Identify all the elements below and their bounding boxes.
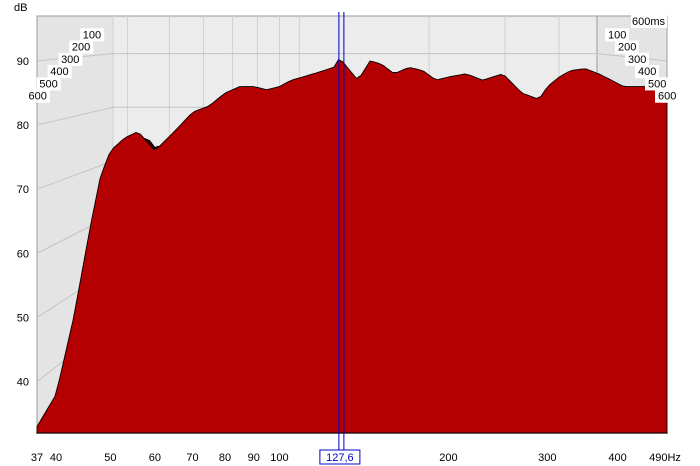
waterfall-slices	[36, 59, 668, 434]
time-label-bg-right	[615, 40, 639, 54]
time-label-bg-right	[635, 65, 659, 79]
y-axis-unit: dB	[14, 2, 27, 14]
time-label-bg-left	[25, 89, 50, 103]
x-tick-label: 80	[219, 452, 231, 464]
time-tick-label-right: 400	[638, 66, 656, 78]
time-label-bg-right	[645, 77, 669, 91]
time-tick-label-right: 100	[608, 29, 626, 41]
time-label-bg-left	[80, 28, 105, 42]
time-end-label: 600ms	[632, 16, 666, 28]
cursor-label-box	[319, 449, 361, 465]
time-tick-label-left: 600	[28, 91, 46, 103]
x-tick-label: 400	[608, 452, 626, 464]
y-tick-label: 80	[17, 120, 29, 132]
time-tick-label-left: 200	[72, 42, 90, 54]
waterfall-slice	[36, 59, 668, 434]
time-label-bg-left	[47, 65, 72, 79]
y-tick-label: 70	[17, 184, 29, 196]
x-tick-label: 37	[31, 452, 43, 464]
x-tick-label: 100	[270, 452, 288, 464]
frequency-cursor[interactable]: 127,6	[319, 12, 361, 465]
time-label-bg-right	[625, 52, 649, 66]
cursor-label: 127,6	[326, 452, 354, 464]
time-tick-label-right: 600	[658, 91, 676, 103]
time-label-bg-right	[655, 89, 679, 103]
x-tick-label: 90	[248, 452, 260, 464]
time-label-bg-left	[36, 77, 61, 91]
x-tick-label: 70	[186, 452, 198, 464]
x-end-label: 490Hz	[649, 452, 681, 464]
time-tick-label-right: 200	[618, 42, 636, 54]
x-tick-label: 60	[149, 452, 161, 464]
time-tick-label-left: 300	[61, 54, 79, 66]
time-label-bg-right	[605, 28, 629, 42]
x-tick-label: 300	[538, 452, 556, 464]
time-tick-label-left: 400	[50, 66, 68, 78]
time-tick-label-right: 300	[628, 54, 646, 66]
y-tick-label: 90	[17, 56, 29, 68]
y-tick-label: 50	[17, 313, 29, 325]
time-tick-label-left: 100	[83, 29, 101, 41]
x-tick-label: 50	[104, 452, 116, 464]
time-label-bg-left	[69, 40, 94, 54]
x-tick-label: 40	[50, 452, 62, 464]
time-tick-label-left: 500	[39, 78, 57, 90]
time-end-label-bg	[631, 14, 667, 28]
y-tick-label: 60	[17, 248, 29, 260]
x-tick-label: 200	[439, 452, 457, 464]
y-tick-label: 40	[17, 377, 29, 389]
time-label-bg-left	[58, 52, 83, 66]
time-tick-label-right: 500	[648, 78, 666, 90]
